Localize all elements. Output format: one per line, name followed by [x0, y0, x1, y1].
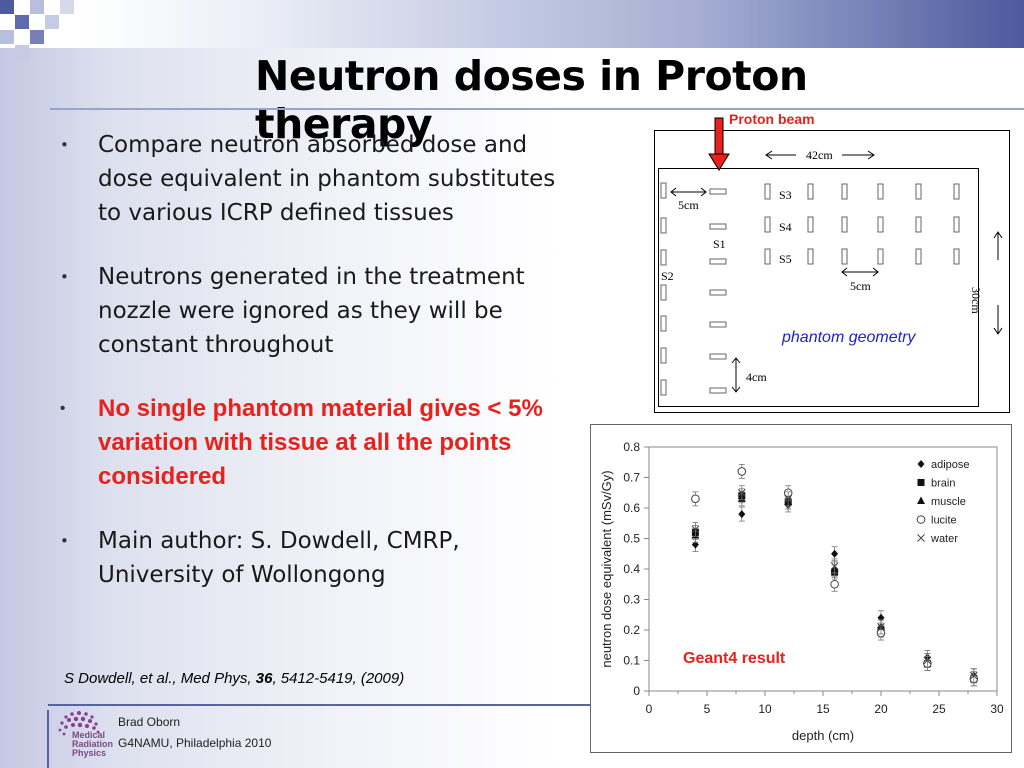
legend-label-lucite: lucite [931, 515, 957, 527]
set-label-s5: S5 [779, 252, 792, 266]
set-label-s1: S1 [713, 237, 726, 251]
legend-label-adipose: adipose [931, 459, 970, 471]
y-tick-label: 0.2 [623, 623, 640, 637]
set-label-s4: S4 [779, 220, 792, 234]
data-point-water [923, 656, 932, 665]
dose-chart: 0 5 10 15 20 25 30 0 0.1 0.2 0.3 0.4 0.5 0.6 0.7 0.8 dep… [599, 440, 1004, 743]
footer-divider [48, 704, 593, 706]
legend-marker-brain [917, 479, 925, 486]
cross-stroke [877, 623, 885, 631]
header-band [0, 0, 1024, 48]
cross-stroke [691, 525, 700, 534]
y-tick-label: 0.4 [623, 562, 640, 576]
cmrp-logo-icon [58, 711, 100, 736]
footer-accent-bar [47, 710, 49, 768]
phantom-diagram-frame [654, 130, 1010, 413]
phantom-spacing-label: 5cm [850, 279, 871, 293]
phantom-outline [658, 168, 979, 407]
data-point-water [737, 488, 746, 497]
cross-stroke [923, 656, 932, 665]
cross-stroke [737, 488, 746, 497]
x-tick-label: 5 [704, 702, 711, 716]
proton-beam-label: Proton beam [729, 111, 815, 127]
legend-label-muscle: muscle [931, 496, 966, 508]
logo-line: Medical [72, 730, 106, 740]
legend-marker-muscle [917, 496, 925, 504]
phantom-depth-label: 4cm [746, 370, 767, 384]
citation-volume: 36 [255, 670, 273, 687]
phantom-offset-label: 5cm [678, 198, 699, 212]
y-tick-label: 0.5 [623, 532, 640, 546]
phantom-width-label: 42cm [806, 148, 833, 162]
phantom-diagram [660, 117, 1003, 396]
data-point-water [691, 525, 700, 534]
legend-marker-water [917, 534, 925, 542]
bullet-item: Main author: S. Dowdell, CMRP, Universit… [60, 524, 580, 592]
bullet-item: Compare neutron absorbed dose and dose e… [60, 128, 580, 230]
data-point-water [784, 494, 793, 503]
citation-pages: , 5412-5419, (2009) [272, 670, 405, 687]
y-tick-label: 0.8 [623, 440, 640, 454]
citation-authors: S Dowdell, et al., Med Phys, [64, 670, 256, 687]
footer-event: G4NAMU, Philadelphia 2010 [118, 736, 272, 750]
logo-wordmark: Medical Radiation Physics [72, 731, 113, 758]
chart-annotation: Geant4 result [683, 650, 786, 667]
cross-stroke [784, 494, 793, 503]
width-dimension-arrow-icon [670, 150, 1003, 393]
data-point-water [830, 562, 839, 570]
set-label-s2: S2 [661, 269, 674, 283]
data-point-lucite [691, 494, 700, 504]
dose-chart-frame: 0 5 10 15 20 25 30 0 0.1 0.2 0.3 0.4 0.5 0.6 0.7 0.8 dep… [590, 424, 1012, 753]
x-tick-label: 30 [990, 702, 1004, 716]
bullet-list: Compare neutron absorbed dose and dose e… [60, 128, 580, 622]
legend-marker-lucite [916, 515, 926, 524]
y-tick-label: 0.6 [623, 501, 640, 515]
legend-label-water: water [930, 533, 958, 545]
data-point-adipose [831, 549, 839, 558]
data-point-lucite [737, 467, 747, 476]
cross-stroke [917, 534, 925, 542]
x-tick-label: 25 [932, 702, 946, 716]
proton-beam-arrow-icon [708, 117, 730, 171]
phantom-geometry-caption: phantom geometry [782, 329, 916, 346]
legend-label-brain: brain [931, 478, 955, 490]
citation: S Dowdell, et al., Med Phys, 36, 5412-54… [64, 670, 404, 687]
data-point-water [969, 671, 978, 680]
legend-marker-adipose [917, 460, 925, 468]
detector-slots [660, 182, 960, 396]
x-tick-label: 15 [816, 702, 830, 716]
bullet-item-highlight: No single phantom material gives < 5% va… [60, 392, 580, 494]
x-tick-label: 20 [874, 702, 888, 716]
x-tick-label: 0 [646, 702, 653, 716]
x-tick-label: 10 [758, 702, 772, 716]
cross-stroke [830, 562, 839, 570]
data-point-water [877, 623, 885, 631]
set-label-s3: S3 [779, 188, 792, 202]
logo-line: Physics [72, 748, 107, 758]
y-tick-label: 0.3 [623, 593, 640, 607]
y-tick-label: 0 [633, 684, 640, 698]
x-axis-label: depth (cm) [792, 728, 854, 743]
phantom-height-label: 30cm [969, 287, 983, 314]
y-tick-label: 0.1 [623, 654, 640, 668]
data-point-adipose [738, 510, 746, 519]
y-tick-label: 0.7 [623, 471, 640, 485]
bullet-item: Neutrons generated in the treatment nozz… [60, 260, 580, 362]
data-point-lucite [830, 579, 839, 589]
y-axis-label: neutron dose equivalent (mSv/Gy) [599, 470, 614, 667]
cross-stroke [969, 671, 978, 680]
footer-author: Brad Oborn [118, 715, 181, 729]
logo-line: Radiation [72, 739, 114, 749]
title-underline [50, 108, 1024, 110]
